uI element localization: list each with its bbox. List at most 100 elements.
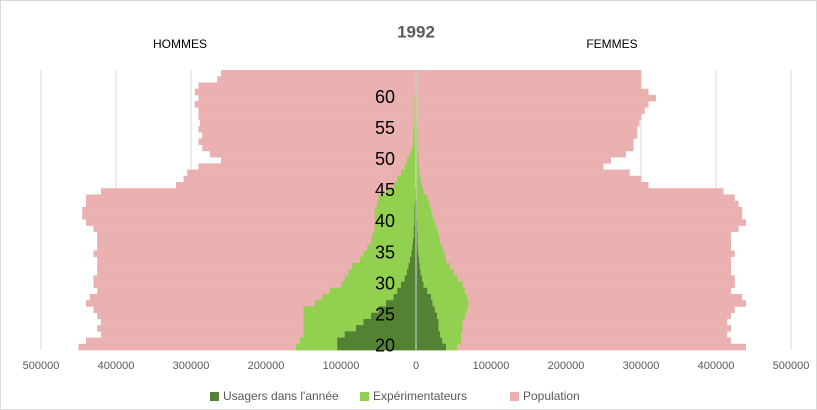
y-tick-label: 50 [375, 149, 395, 169]
bar [416, 269, 454, 276]
bar [416, 262, 420, 270]
bar [416, 312, 465, 320]
legend-swatch [510, 392, 519, 401]
bar [416, 318, 439, 326]
legend-label: Usagers dans l'année [223, 389, 339, 403]
bar [416, 107, 645, 114]
bar [416, 163, 419, 170]
bar [416, 206, 743, 214]
bar [416, 126, 638, 133]
x-tick-label: 500000 [23, 360, 60, 372]
men-label: HOMMES [153, 37, 207, 51]
bar [202, 132, 416, 139]
bar [78, 343, 416, 351]
bar [416, 244, 443, 251]
bar [97, 269, 416, 276]
y-tick-label: 25 [375, 305, 395, 325]
bar [413, 231, 416, 239]
bar [416, 175, 421, 183]
bar [378, 194, 416, 201]
bar [416, 343, 746, 351]
y-tick-label: 40 [375, 211, 395, 231]
bar [416, 231, 731, 239]
y-tick-label: 30 [375, 273, 395, 293]
bar [416, 287, 465, 295]
bar [352, 262, 416, 270]
bar [209, 150, 416, 158]
bar [416, 244, 731, 251]
bar [416, 250, 419, 257]
bar [371, 312, 416, 320]
bar [416, 337, 731, 345]
bar [414, 219, 416, 226]
bar [416, 238, 731, 245]
bar [416, 331, 440, 338]
bar [341, 281, 416, 289]
bar [416, 169, 630, 177]
bar [356, 325, 416, 332]
bar [86, 300, 416, 307]
bar [416, 219, 435, 226]
bar [101, 188, 416, 195]
bar [101, 331, 416, 338]
y-tick-label: 20 [375, 336, 395, 356]
bar [97, 244, 416, 251]
bar [371, 238, 416, 245]
bar [198, 107, 416, 114]
bar [416, 175, 641, 183]
bar [93, 306, 416, 313]
bar [407, 157, 416, 164]
bar [414, 101, 416, 108]
bar [416, 331, 728, 338]
bar [386, 300, 416, 307]
bar [401, 169, 416, 177]
bar [303, 306, 416, 313]
bar [397, 175, 416, 183]
bar [413, 132, 416, 139]
bar [416, 312, 437, 320]
women-label: FEMMES [586, 37, 637, 51]
bar [363, 250, 416, 257]
bar [393, 294, 416, 301]
bar [404, 163, 416, 170]
bar [414, 94, 416, 102]
bar [414, 107, 416, 114]
bar [413, 138, 416, 145]
bar [337, 343, 416, 351]
bar [401, 281, 416, 289]
bar [393, 182, 416, 189]
bar [416, 318, 728, 326]
bar [97, 256, 416, 264]
bar [416, 287, 731, 295]
bar [198, 82, 416, 89]
y-tick-label: 35 [375, 242, 395, 262]
bar [416, 275, 735, 282]
bar [416, 169, 420, 177]
x-tick-label: 100000 [473, 360, 510, 372]
bar [416, 306, 735, 313]
bar [86, 194, 416, 201]
bar [416, 163, 604, 170]
bar [416, 269, 731, 276]
bar [416, 188, 724, 195]
bar [97, 238, 416, 245]
bar [416, 144, 418, 152]
bar [397, 287, 416, 295]
x-tick-label: 400000 [98, 360, 135, 372]
bar [217, 76, 416, 83]
bar [198, 126, 416, 133]
bar [416, 206, 431, 214]
bar [416, 225, 437, 233]
bar [416, 244, 418, 251]
bar [93, 275, 416, 282]
bar [416, 113, 641, 121]
bar [416, 182, 422, 189]
bar [221, 70, 416, 77]
bar [198, 94, 416, 102]
bar [416, 337, 443, 345]
bar [416, 225, 739, 233]
chart-title: 1992 [397, 22, 435, 41]
bar [416, 200, 739, 208]
bar [82, 213, 416, 220]
